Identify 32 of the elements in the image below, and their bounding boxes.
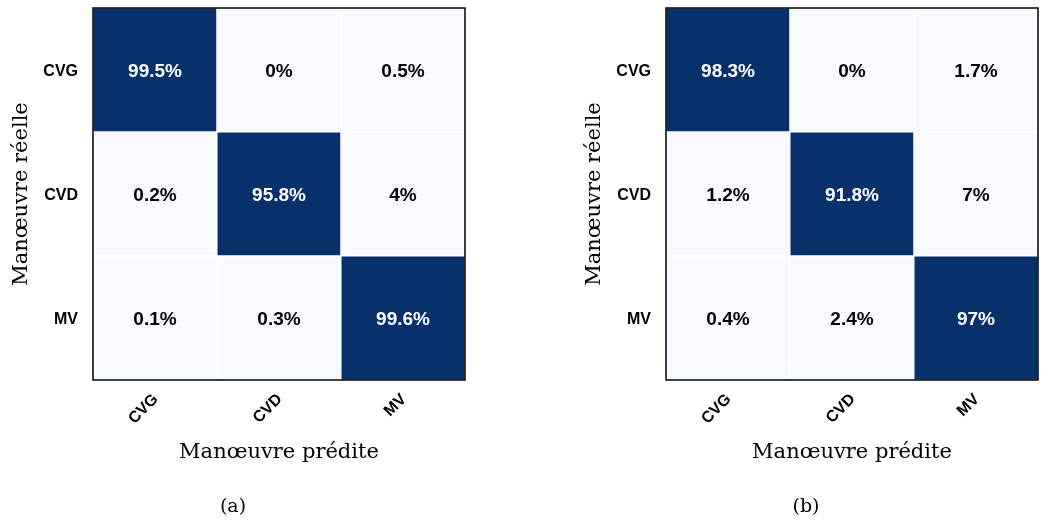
x-tick-label: MV <box>953 389 983 420</box>
data-label: 0.3% <box>257 307 301 329</box>
data-label: 1.2% <box>706 183 750 205</box>
y-axis-title: Manœuvre réelle <box>8 102 32 286</box>
y-tick-label: CVG <box>43 61 78 79</box>
x-axis-title: Manœuvre prédite <box>752 439 952 463</box>
y-tick-label: CVG <box>616 61 651 79</box>
data-label: 0.1% <box>133 307 177 329</box>
data-label: 1.7% <box>954 59 998 81</box>
data-label: 99.6% <box>376 307 431 329</box>
data-label: 98.3% <box>701 59 756 81</box>
data-label: 0% <box>265 59 293 81</box>
text: (b) <box>792 494 820 516</box>
data-label: 97% <box>956 307 996 329</box>
data-label: 0% <box>838 59 866 81</box>
text: (a) <box>219 494 247 516</box>
data-label: 0.4% <box>706 307 750 329</box>
data-label: 91.8% <box>825 183 880 205</box>
x-tick-label: MV <box>380 389 410 420</box>
y-axis-title: Manœuvre réelle <box>581 102 605 286</box>
y-tick-label: MV <box>54 309 79 327</box>
data-label: 4% <box>389 183 417 205</box>
data-label: 2.4% <box>830 307 874 329</box>
y-tick-label: CVD <box>44 185 78 203</box>
data-label: 0.2% <box>133 183 177 205</box>
y-tick-label: CVD <box>617 185 651 203</box>
data-label: 7% <box>962 183 990 205</box>
y-tick-label: MV <box>627 309 652 327</box>
data-label: 0.5% <box>381 59 425 81</box>
data-label: 95.8% <box>252 183 307 205</box>
x-axis-title: Manœuvre prédite <box>179 439 379 463</box>
data-label: 99.5% <box>128 59 183 81</box>
